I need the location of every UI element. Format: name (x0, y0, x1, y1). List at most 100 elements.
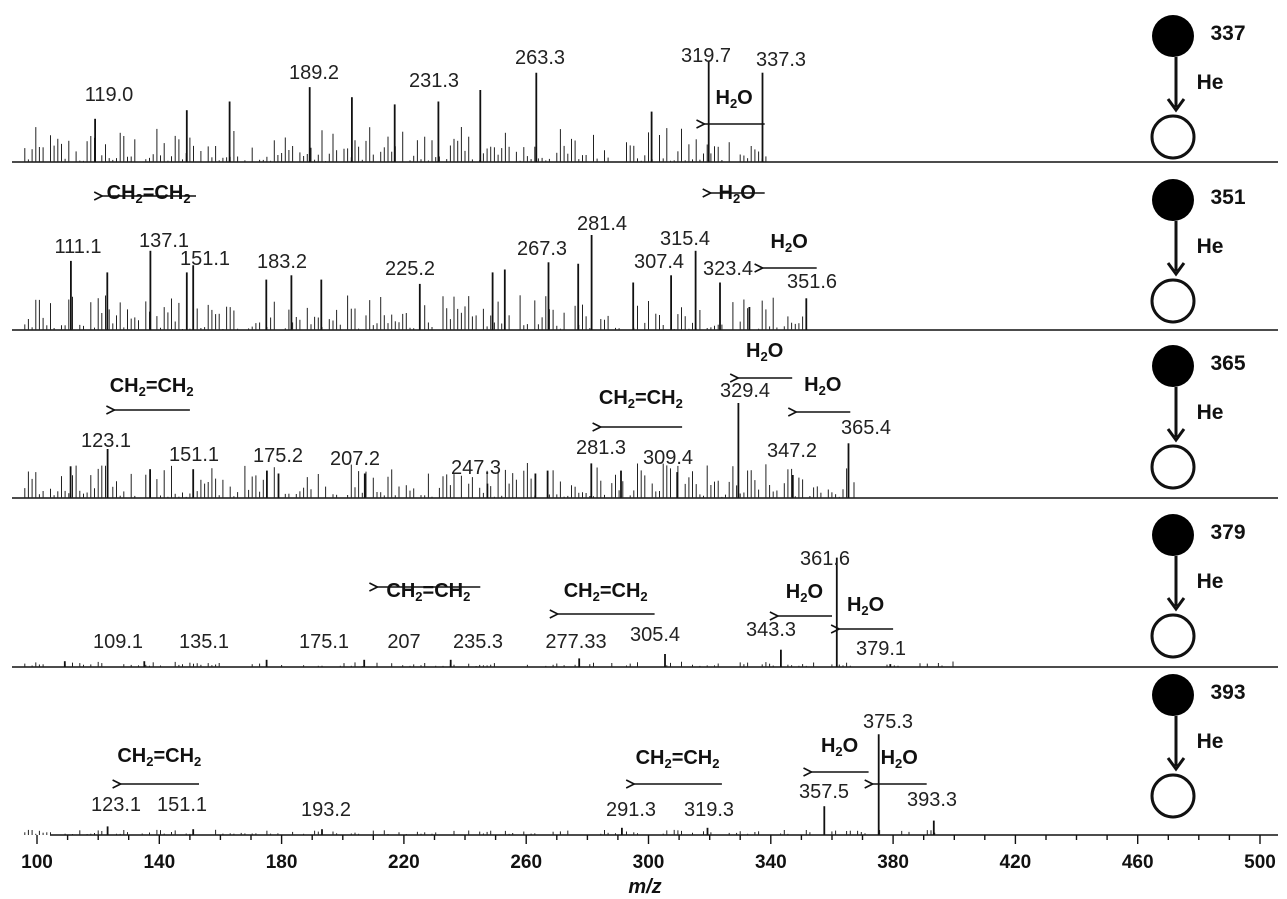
peak-label: 323.4 (703, 258, 753, 280)
peak-label: 235.3 (453, 631, 503, 653)
x-tick-label: 460 (1122, 852, 1154, 873)
precursor-mass-label: 365 (1210, 352, 1245, 375)
peak-label: 135.1 (179, 631, 229, 653)
collision-arrow-head (1166, 597, 1186, 612)
peak-label: 277.33 (545, 631, 606, 653)
peak-label: 291.3 (606, 799, 656, 821)
ethylene-loss-label: CH2=CH2 (107, 182, 191, 206)
peak-label: 365.4 (841, 417, 891, 439)
peak-label: 151.1 (169, 444, 219, 466)
x-tick-label: 420 (1000, 852, 1032, 873)
product-ion-circle (1150, 613, 1196, 659)
ion-schematic: He 351 (1150, 179, 1246, 324)
peak-label: 123.1 (91, 794, 141, 816)
noise-peaks (24, 295, 807, 330)
collision-gas-label: He (1197, 235, 1224, 258)
collision-gas-label: He (1197, 401, 1224, 424)
product-ion-circle (1150, 114, 1196, 160)
peak-label: 329.4 (720, 380, 770, 402)
ethylene-loss-label: CH2=CH2 (110, 375, 194, 399)
peak-label: 309.4 (643, 447, 693, 469)
collision-gas-label: He (1197, 730, 1224, 753)
peak-label: 361.6 (800, 548, 850, 570)
peak-label: 337.3 (756, 49, 806, 71)
peak-label: 305.4 (630, 624, 680, 646)
peak-label: 375.3 (863, 711, 913, 733)
collision-arrow-head (1166, 262, 1186, 277)
water-loss-label: H2O (771, 231, 808, 255)
peak-label: 347.2 (767, 440, 817, 462)
peak-label: 315.4 (660, 228, 710, 250)
ethylene-loss-label: CH2=CH2 (386, 580, 470, 604)
peak-label: 183.2 (257, 251, 307, 273)
peak-label: 109.1 (93, 631, 143, 653)
x-tick-label: 380 (877, 852, 909, 873)
peak-label: 319.7 (681, 45, 731, 67)
peak-label: 207 (387, 631, 420, 653)
precursor-mass-label: 337 (1210, 22, 1245, 45)
peak-label: 175.2 (253, 445, 303, 467)
peak-label: 351.6 (787, 271, 837, 293)
peak-label: 393.3 (907, 789, 957, 811)
x-tick-label: 500 (1244, 852, 1276, 873)
peak-label: 193.2 (301, 799, 351, 821)
precursor-ion-circle (1152, 15, 1194, 57)
spectrum-panel-379: 109.1 135.1 175.1 207 235.3 277.33 305.4 343.3 3… (12, 514, 1278, 668)
x-axis-label: m/z (628, 876, 661, 898)
precursor-mass-label: 393 (1210, 681, 1245, 704)
precursor-ion-circle (1152, 345, 1194, 387)
x-tick-label: 220 (388, 852, 420, 873)
peak-label: 267.3 (517, 238, 567, 260)
precursor-mass-label: 379 (1210, 521, 1245, 544)
peak-label: 119.0 (85, 84, 134, 106)
peak-label: 231.3 (409, 70, 459, 92)
ethylene-loss-label: CH2=CH2 (564, 580, 648, 604)
collision-gas-label: He (1197, 570, 1224, 593)
peak-label: 281.4 (577, 213, 627, 235)
x-tick-label: 260 (510, 852, 542, 873)
peak-label: 263.3 (515, 47, 565, 69)
peak-label: 151.1 (180, 248, 230, 270)
ethylene-loss-label: CH2=CH2 (636, 747, 720, 771)
water-loss-label: H2O (715, 87, 752, 111)
water-loss-label: H2O (847, 594, 884, 618)
peak-label: 111.1 (54, 236, 101, 258)
peak-label: 307.4 (634, 251, 684, 273)
peak-label: 343.3 (746, 619, 796, 641)
precursor-ion-circle (1152, 514, 1194, 556)
peak-label: 225.2 (385, 258, 435, 280)
spectrum-panel-393: 123.1 151.1 193.2 291.3 319.3 357.5 375.3 393.3… (24, 674, 1278, 836)
ethylene-loss-label: CH2=CH2 (599, 387, 683, 411)
noise-peaks (24, 661, 954, 667)
noise-peaks (24, 127, 767, 162)
peak-label: 189.2 (289, 62, 339, 84)
peak-label: 319.3 (684, 799, 734, 821)
ion-schematic: He 393 (1150, 674, 1246, 819)
water-loss-label: H2O (746, 340, 783, 364)
spectrum-panel-365: 123.1 151.1 175.2 207.2 247.3 281.3 309.4 329.4… (12, 340, 1278, 499)
product-ion-circle (1150, 278, 1196, 324)
water-loss-label: H2O (786, 581, 823, 605)
peak-label: 357.5 (799, 781, 849, 803)
peak-label: 175.1 (299, 631, 349, 653)
ethylene-loss-label: CH2=CH2 (117, 745, 201, 769)
x-axis: 100 140 180 220 260 300 340 380 420 460 500 (21, 835, 1276, 873)
collision-gas-label: He (1197, 71, 1224, 94)
x-tick-label: 300 (633, 852, 665, 873)
collision-arrow-head (1166, 428, 1186, 443)
ion-schematic: He 337 (1150, 15, 1246, 160)
water-loss-label: H2O (719, 182, 756, 206)
precursor-mass-label: 351 (1210, 186, 1245, 209)
water-loss-label: H2O (881, 747, 918, 771)
peak-label: 207.2 (330, 448, 380, 470)
x-tick-label: 100 (21, 852, 53, 873)
peak-label: 123.1 (81, 430, 131, 452)
water-loss-label: H2O (804, 374, 841, 398)
noise-peaks (24, 463, 855, 498)
x-tick-label: 340 (755, 852, 787, 873)
peak-label: 137.1 (139, 230, 189, 252)
ion-schematic: He 379 (1150, 514, 1246, 659)
